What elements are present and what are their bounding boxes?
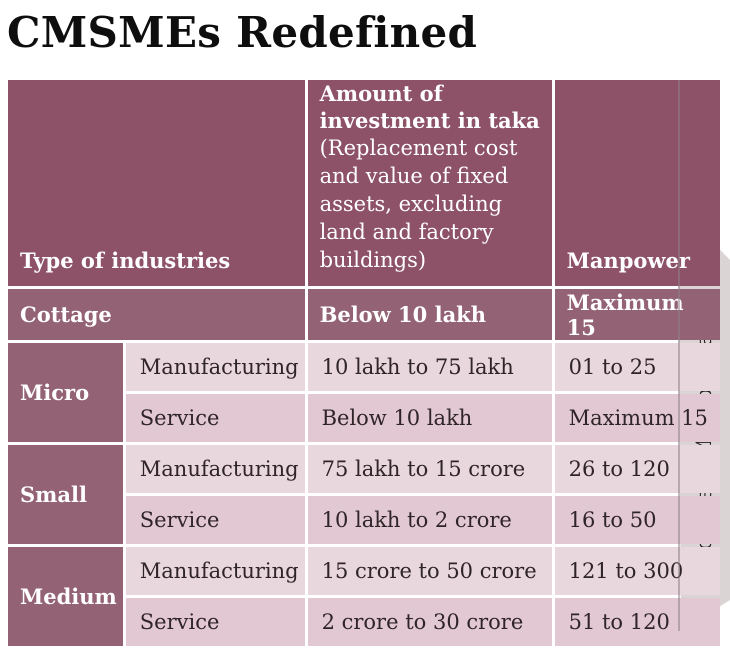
header-investment-title: Amount of investment in taka bbox=[319, 81, 540, 133]
header-investment-note: (Replacement cost and value of fixed ass… bbox=[319, 136, 518, 272]
table-row-medium-manufacturing: Medium Manufacturing 15 crore to 50 cror… bbox=[8, 547, 720, 646]
type-cell-cottage: Cottage bbox=[8, 289, 305, 340]
investment-cell: 10 lakh to 75 lakh bbox=[307, 343, 552, 391]
table-row-micro-service: Service Below 10 lakh Maximum 15 bbox=[8, 394, 720, 442]
manpower-cell: 01 to 25 bbox=[554, 343, 720, 391]
type-cell-small: Small bbox=[8, 445, 123, 544]
subtype-cell: Service bbox=[125, 598, 305, 646]
type-cell-micro: Micro bbox=[8, 343, 123, 442]
header-manpower: Manpower bbox=[554, 80, 720, 286]
investment-cell: 75 lakh to 15 crore bbox=[307, 445, 552, 493]
investment-cell: 15 crore to 50 crore bbox=[307, 547, 552, 595]
subtype-cell: Manufacturing bbox=[125, 445, 305, 493]
subtype-cell: Service bbox=[125, 496, 305, 544]
manpower-cell: Maximum 15 bbox=[554, 394, 720, 442]
subtype-cell: Manufacturing bbox=[125, 343, 305, 391]
subtype-cell: Service bbox=[125, 394, 305, 442]
manpower-cell: 26 to 120 bbox=[554, 445, 720, 493]
investment-cell: 10 lakh to 2 crore bbox=[307, 496, 552, 544]
table-edge-line bbox=[678, 80, 680, 631]
investment-cell-cottage: Below 10 lakh bbox=[307, 289, 552, 340]
table-row-medium-service: Service 2 crore to 30 crore 51 to 120 bbox=[8, 598, 720, 646]
table-header-row: Type of industries Amount of investment … bbox=[8, 80, 720, 286]
type-cell-medium: Medium bbox=[8, 547, 123, 646]
investment-cell: 2 crore to 30 crore bbox=[307, 598, 552, 646]
manpower-cell: 121 to 300 bbox=[554, 547, 720, 595]
table-row-cottage: Cottage Below 10 lakh Maximum 15 bbox=[8, 289, 720, 340]
manpower-cell: 16 to 50 bbox=[554, 496, 720, 544]
header-investment: Amount of investment in taka (Replacemen… bbox=[307, 80, 552, 286]
table-row-small-manufacturing: Small Manufacturing 75 lakh to 15 crore … bbox=[8, 445, 720, 544]
manpower-cell: 51 to 120 bbox=[554, 598, 720, 646]
investment-cell: Below 10 lakh bbox=[307, 394, 552, 442]
subtype-cell: Manufacturing bbox=[125, 547, 305, 595]
table-row-micro-manufacturing: Micro Manufacturing 10 lakh to 75 lakh 0… bbox=[8, 343, 720, 442]
page-title: CMSMEs Redefined bbox=[7, 8, 478, 57]
header-type-of-industries: Type of industries bbox=[8, 80, 305, 286]
redefinition-table: Type of industries Amount of investment … bbox=[5, 77, 723, 648]
manpower-cell-cottage: Maximum 15 bbox=[554, 289, 720, 340]
table-row-small-service: Service 10 lakh to 2 crore 16 to 50 bbox=[8, 496, 720, 544]
